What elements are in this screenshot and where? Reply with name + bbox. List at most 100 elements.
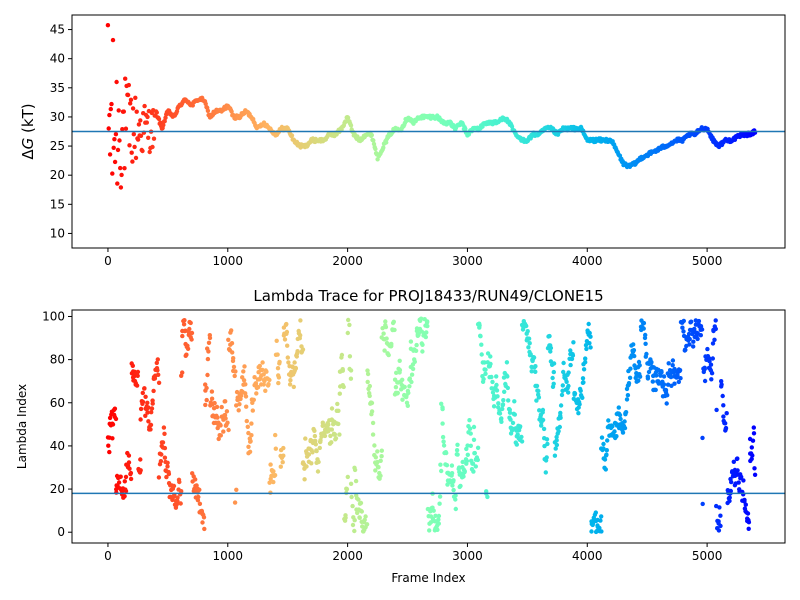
lambda-point [320, 420, 325, 425]
lambda-point [241, 369, 246, 374]
lambda-point [618, 416, 623, 422]
lambda-point [378, 473, 383, 478]
lambda-point [300, 347, 306, 352]
lambda-point [620, 430, 626, 435]
lambda-point [612, 429, 617, 434]
lambda-point [248, 439, 253, 444]
lambda-point [181, 322, 187, 327]
lambda-point [363, 514, 368, 519]
lambda-point [203, 382, 208, 387]
lambda-point [409, 379, 414, 385]
lambda-point [702, 365, 707, 370]
lambda-point [529, 369, 534, 374]
lambda-point [723, 425, 729, 431]
lambda-point [206, 349, 211, 354]
lambda-point [719, 382, 724, 387]
lambda-point [318, 438, 323, 443]
x-tick-label: 1000 [213, 254, 244, 268]
lambda-point [494, 374, 499, 379]
delta-g-point [135, 137, 141, 142]
x-tick-label: 5000 [692, 549, 723, 563]
lambda-point [419, 316, 424, 321]
lambda-point [707, 356, 712, 361]
lambda-point [643, 332, 648, 338]
lambda-point [276, 380, 281, 386]
delta-g-point [109, 101, 114, 107]
lambda-point [369, 400, 375, 406]
lambda-point [699, 327, 705, 332]
lambda-point [750, 453, 755, 458]
lambda-point [718, 523, 723, 529]
lambda-point [716, 528, 722, 533]
lambda-point [537, 408, 542, 413]
lambda-point [128, 470, 134, 476]
lambda-point [126, 453, 132, 458]
lambda-point [569, 356, 575, 362]
lambda-point [604, 448, 609, 453]
lambda-point [197, 501, 203, 506]
delta-g-point [129, 150, 134, 155]
lambda-point [303, 436, 308, 441]
x-tick-label: 0 [104, 549, 112, 563]
lambda-y-ticks: 0 20 40 60 80 100 [42, 309, 72, 539]
lambda-point [394, 370, 399, 375]
lambda-point [409, 372, 415, 377]
delta-g-point [123, 126, 129, 131]
y-tick-label: 40 [50, 52, 65, 66]
lambda-point [347, 322, 352, 328]
lambda-point [204, 397, 209, 403]
lambda-point [483, 371, 488, 376]
delta-g-point [147, 149, 152, 155]
lambda-point [576, 399, 582, 405]
lambda-point [610, 424, 615, 429]
lambda-point [716, 519, 721, 524]
lambda-point [146, 419, 151, 424]
lambda-point [391, 319, 396, 324]
lambda-point [455, 442, 460, 447]
lambda-point [204, 385, 209, 391]
x-tick-label: 4000 [572, 254, 603, 268]
lambda-point [232, 500, 238, 505]
lambda-point [360, 524, 365, 529]
lambda-point [260, 367, 265, 373]
lambda-point [185, 346, 191, 351]
lambda-point [500, 402, 506, 407]
lambda-point [597, 525, 602, 531]
lambda-point [395, 390, 400, 396]
lambda-point [501, 398, 506, 403]
lambda-point [566, 370, 571, 375]
delta-g-point [115, 147, 121, 153]
delta-g-point [110, 37, 116, 43]
delta-g-point [163, 115, 168, 121]
lambda-point [471, 437, 477, 442]
lambda-point [580, 376, 586, 381]
lambda-point [717, 505, 722, 510]
lambda-point [750, 438, 756, 443]
lambda-point [456, 465, 462, 470]
lambda-point [444, 450, 449, 456]
lambda-point [465, 443, 470, 448]
lambda-point [180, 333, 185, 339]
lambda-point [201, 515, 207, 520]
lambda-point [514, 442, 519, 447]
lambda-point [508, 417, 513, 422]
lambda-point [373, 468, 378, 473]
lambda-point [533, 369, 538, 374]
lambda-point [194, 483, 199, 488]
lambda-point [329, 440, 334, 445]
delta-g-point [107, 152, 113, 157]
lambda-point [405, 403, 410, 408]
lambda-point [460, 459, 465, 465]
lambda-point [589, 529, 594, 534]
lambda-point [215, 415, 220, 420]
lambda-point [566, 390, 571, 395]
lambda-point [436, 513, 442, 519]
lambda-point [379, 448, 384, 453]
y-tick-label: 20 [50, 168, 65, 182]
lambda-point [271, 479, 276, 485]
lambda-point [441, 443, 447, 448]
lambda-point [603, 467, 608, 472]
lambda-point [145, 400, 150, 405]
lambda-point [110, 422, 116, 427]
lambda-point [665, 382, 671, 387]
